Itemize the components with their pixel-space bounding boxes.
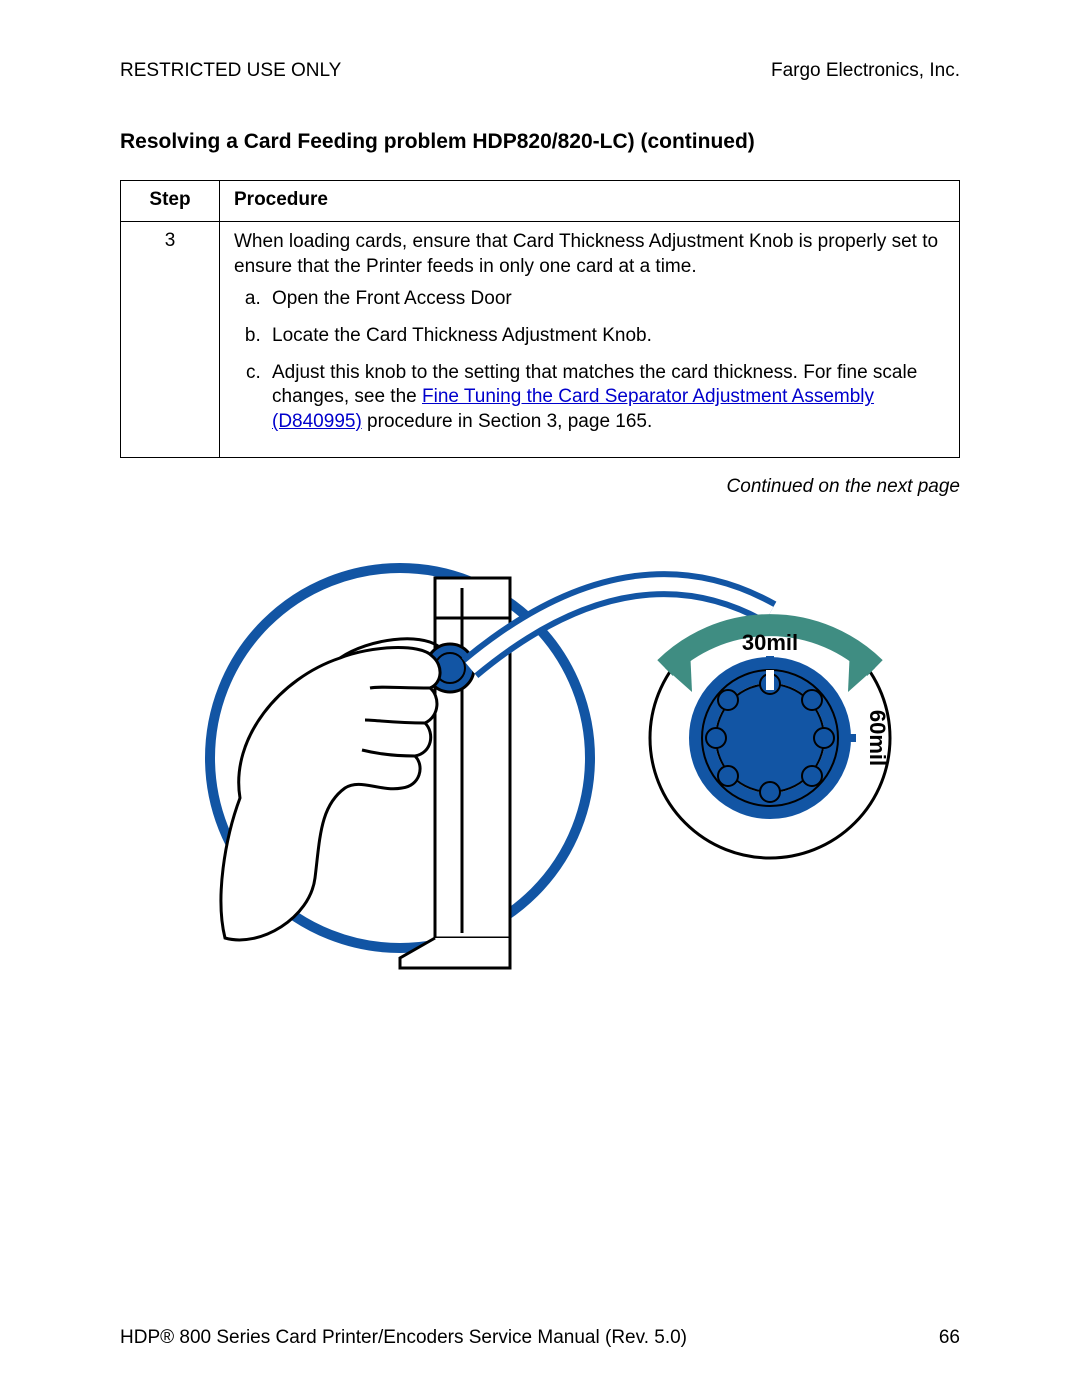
footer-page-number: 66	[939, 1327, 960, 1349]
procedure-item-c: Adjust this knob to the setting that mat…	[266, 361, 945, 435]
procedure-list: Open the Front Access Door Locate the Ca…	[234, 287, 945, 434]
header-left: RESTRICTED USE ONLY	[120, 60, 341, 82]
page-header: RESTRICTED USE ONLY Fargo Electronics, I…	[120, 60, 960, 82]
label-30mil: 30mil	[742, 630, 798, 655]
col-header-procedure: Procedure	[220, 181, 960, 222]
label-60mil: 60mil	[865, 710, 890, 766]
step-number: 3	[121, 222, 220, 458]
page-footer: HDP® 800 Series Card Printer/Encoders Se…	[120, 1327, 960, 1349]
procedure-cell: When loading cards, ensure that Card Thi…	[220, 222, 960, 458]
col-header-step: Step	[121, 181, 220, 222]
header-right: Fargo Electronics, Inc.	[771, 60, 960, 82]
section-title: Resolving a Card Feeding problem HDP820/…	[120, 130, 960, 154]
procedure-item-c-post: procedure in Section 3, page 165.	[362, 411, 652, 432]
procedure-item-a: Open the Front Access Door	[266, 287, 945, 312]
continued-note: Continued on the next page	[120, 476, 960, 498]
procedure-table: Step Procedure 3 When loading cards, ens…	[120, 180, 960, 458]
procedure-intro: When loading cards, ensure that Card Thi…	[234, 230, 945, 279]
knob-diagram: 30mil 60mil	[120, 538, 960, 983]
diagram-svg: 30mil 60mil	[170, 538, 910, 978]
footer-left: HDP® 800 Series Card Printer/Encoders Se…	[120, 1327, 687, 1349]
procedure-item-b: Locate the Card Thickness Adjustment Kno…	[266, 324, 945, 349]
